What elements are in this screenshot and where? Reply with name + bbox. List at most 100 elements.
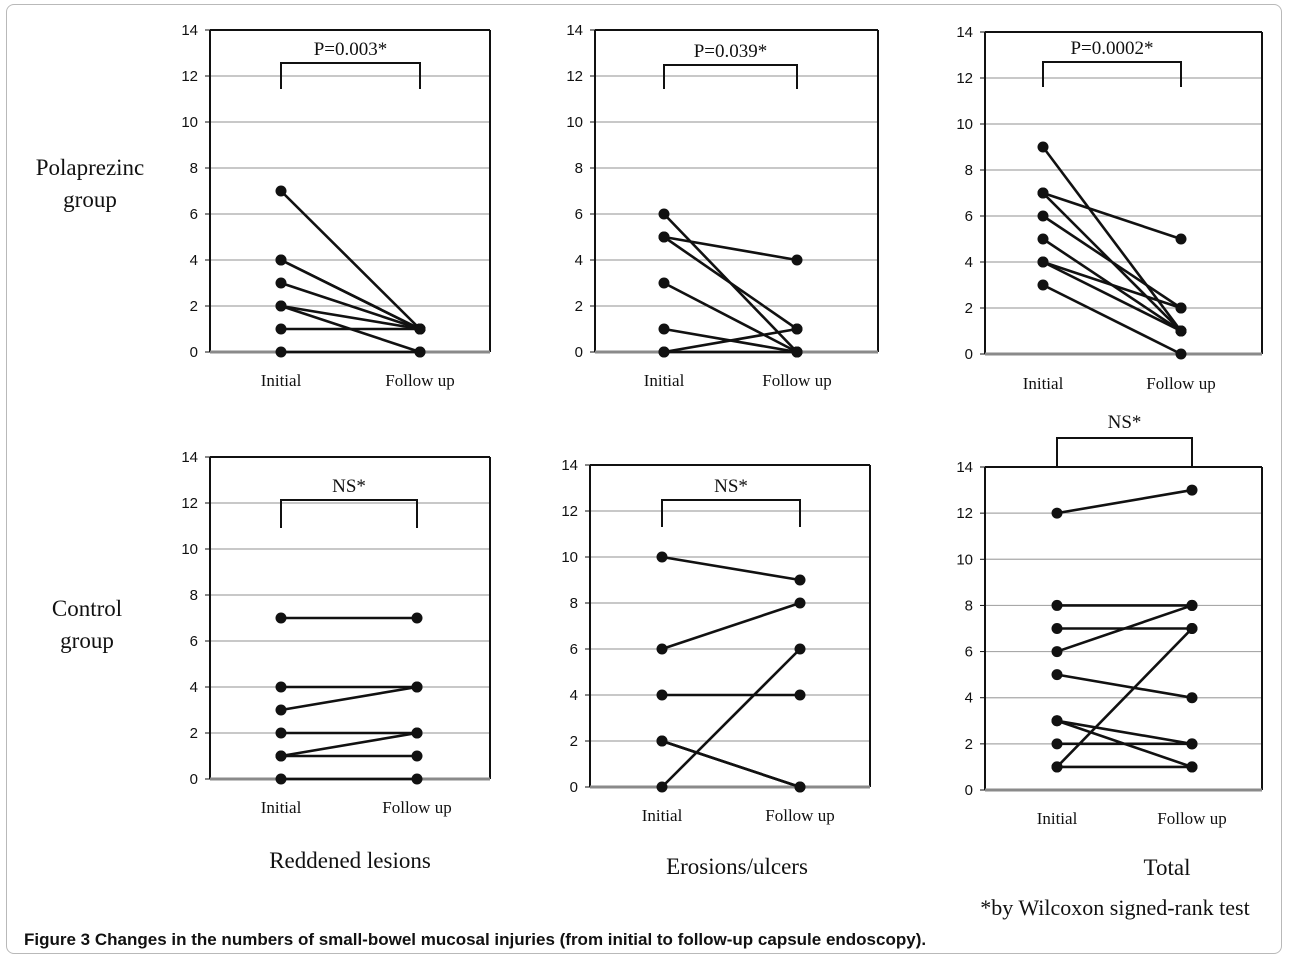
point-initial [1037,187,1049,199]
y-tick-label: 0 [190,344,198,361]
y-tick-label: 10 [181,114,198,131]
y-tick-label: 2 [575,298,583,315]
point-follow-up [791,254,803,266]
point-initial [1037,279,1049,291]
point-initial [1037,210,1049,222]
point-initial [658,231,670,243]
significance-label: P=0.0002* [1070,38,1153,59]
y-tick-label: 8 [575,160,583,177]
pair-line [1042,260,1182,333]
caption-text: Changes in the numbers of small-bowel mu… [94,930,927,949]
point-initial [658,208,670,220]
point-initial [658,346,670,358]
row-label-2: Control [52,596,122,621]
pair-line [661,601,801,651]
y-tick-label: 2 [965,300,973,317]
pair-line [661,555,801,582]
point-follow-up [1186,623,1198,634]
point-follow-up [411,727,423,739]
x-tick-label-initial: Initial [1037,809,1078,828]
pair-line [1042,191,1182,241]
figure-caption: Figure 3 Changes in the numbers of small… [24,930,926,950]
y-tick-label: 14 [181,449,198,466]
panel-4: 0 2 4 6 8 10 12 14 Initial Follow up NS* [181,449,491,817]
point-initial [275,254,287,266]
y-tick-label: 12 [956,505,973,522]
x-tick-label-follow-up: Follow up [1146,374,1215,393]
point-initial [275,277,287,289]
pair-line [1042,283,1182,356]
point-initial [275,346,287,358]
y-tick-label: 0 [575,344,583,361]
y-tick-label: 6 [570,641,578,658]
point-follow-up [411,612,423,624]
x-tick-label-initial: Initial [644,371,685,390]
pair-line [1056,604,1193,653]
panel-1: 0 2 4 6 8 10 12 14 Initial Follow up P=0.003* [181,22,491,390]
point-initial [656,735,668,747]
y-tick-label: 0 [570,779,578,796]
point-initial [1051,507,1063,519]
pair-line [280,304,421,331]
significance-bracket [661,499,801,527]
point-follow-up [794,689,806,701]
significance-label: NS* [714,476,748,497]
y-tick-label: 8 [190,587,198,604]
y-tick-label: 10 [956,551,973,568]
point-follow-up [1186,761,1198,773]
row-label-2: group [60,628,114,653]
pair-line [1042,260,1182,310]
x-tick-label-initial: Initial [261,371,302,390]
y-tick-label: 8 [570,595,578,612]
y-tick-label: 12 [561,503,578,520]
point-follow-up [411,681,423,693]
y-tick-label: 12 [956,70,973,87]
y-tick-label: 14 [956,24,973,41]
point-initial [1037,233,1049,245]
panel-3: 0 2 4 6 8 10 12 14 Initial Follow up P=0.0002* [956,24,1263,393]
y-tick-label: 8 [965,597,973,614]
y-tick-label: 14 [181,22,198,39]
y-tick-label: 4 [965,690,973,707]
y-tick-label: 6 [965,644,973,661]
significance-bracket [280,62,421,89]
y-tick-label: 2 [190,725,198,742]
y-tick-label: 0 [965,782,973,799]
y-tick-label: 14 [566,22,583,39]
y-tick-label: 4 [965,254,973,271]
pair-line [1056,673,1193,699]
point-initial [275,773,287,785]
y-tick-label: 8 [965,162,973,179]
x-tick-label-follow-up: Follow up [382,798,451,817]
y-tick-label: 2 [190,298,198,315]
point-initial [658,277,670,289]
pair-line [1041,146,1183,332]
point-follow-up [1186,692,1198,704]
y-tick-label: 12 [181,68,198,85]
point-follow-up [794,597,806,609]
y-tick-label: 4 [190,679,198,696]
pair-line [663,281,798,354]
significance-bracket [1056,437,1193,466]
point-initial [1051,738,1063,750]
point-initial [1051,715,1063,727]
point-initial [656,781,668,793]
pair-line [663,235,798,262]
column-label: Erosions/ulcers [666,854,808,879]
y-tick-label: 2 [965,736,973,753]
y-tick-label: 0 [965,346,973,363]
point-initial [1051,761,1063,773]
point-initial [658,323,670,335]
point-initial [656,643,668,655]
figure-frame [6,4,1282,954]
y-tick-label: 14 [956,459,973,476]
point-follow-up [1186,484,1198,496]
significance-label: NS* [1108,412,1142,433]
point-initial [275,704,287,716]
pair-line [1056,719,1193,746]
y-tick-label: 6 [575,206,583,223]
point-initial [275,300,287,312]
point-follow-up [794,781,806,793]
y-tick-label: 12 [181,495,198,512]
